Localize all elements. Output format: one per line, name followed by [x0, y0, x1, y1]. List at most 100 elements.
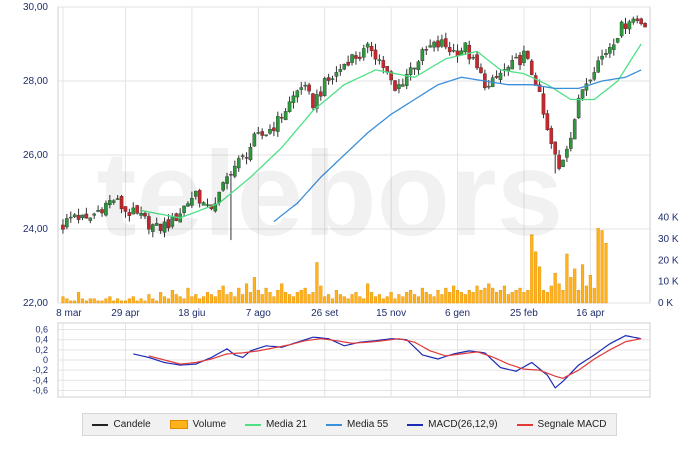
- candle-body: [561, 159, 565, 167]
- candle-body: [330, 78, 335, 80]
- volume-bar: [88, 298, 92, 304]
- volume-bar: [506, 294, 510, 304]
- candle-body: [475, 54, 479, 69]
- volume-bar: [495, 292, 499, 304]
- candle-body: [295, 90, 300, 98]
- volume-bar: [522, 292, 526, 304]
- volume-bar: [96, 300, 100, 304]
- candle-body: [80, 214, 85, 218]
- volume-bar: [498, 290, 503, 304]
- candle-body: [100, 209, 104, 214]
- candle-body: [498, 72, 503, 80]
- volume-bar: [307, 294, 311, 304]
- volume-bar: [416, 296, 421, 304]
- candle-body: [373, 49, 378, 60]
- candle-body: [276, 116, 280, 132]
- candle-body: [334, 72, 339, 77]
- volume-bar: [592, 287, 596, 304]
- volume-bar: [162, 296, 167, 304]
- volume-bar: [139, 298, 143, 304]
- volume-bar: [346, 298, 350, 304]
- candle-body: [96, 210, 100, 212]
- candle-body: [162, 221, 167, 233]
- candle-body: [346, 61, 350, 66]
- volume-bar: [131, 296, 135, 304]
- legend-item-media-55[interactable]: Media 55: [326, 419, 388, 430]
- legend-item-volume[interactable]: Volume: [169, 419, 226, 430]
- candle-body: [377, 59, 382, 61]
- candle-body: [299, 87, 304, 90]
- candle-body: [244, 157, 249, 159]
- chart-legend: Candele Volume Media 21 Media 55 MACD(26…: [82, 413, 617, 436]
- candle-body: [584, 83, 589, 91]
- volume-bar: [315, 262, 319, 304]
- legend-item-media-21[interactable]: Media 21: [244, 419, 307, 430]
- candle-body: [143, 212, 147, 217]
- legend-item-candles[interactable]: Candele: [92, 419, 151, 430]
- candle-body: [151, 224, 155, 232]
- candle-body: [529, 60, 534, 75]
- volume-bar: [291, 296, 295, 304]
- volume-bar: [264, 287, 268, 304]
- candle-body: [88, 217, 93, 221]
- volume-bar: [104, 298, 108, 304]
- candle-body: [354, 55, 358, 59]
- candle-body: [467, 44, 472, 60]
- price-tick-label: 26,00: [23, 150, 48, 161]
- volume-bar: [245, 283, 249, 304]
- candle-body: [221, 182, 225, 191]
- candle-body: [361, 48, 366, 58]
- candle-body: [549, 128, 554, 144]
- candle-body: [166, 219, 171, 229]
- macd-tick-label: -0,6: [32, 385, 48, 395]
- candle-body: [158, 223, 163, 231]
- volume-bar: [584, 285, 588, 304]
- candle-body: [401, 84, 405, 87]
- volume-bar: [463, 294, 467, 304]
- volume-bar: [510, 292, 514, 304]
- volume-bar: [475, 285, 479, 304]
- volume-bar: [452, 285, 456, 304]
- macd-tick-label: -0,2: [32, 365, 48, 375]
- volume-bar: [573, 268, 577, 304]
- volume-bar: [65, 298, 69, 304]
- candle-body: [201, 202, 206, 206]
- volume-bar: [280, 283, 284, 304]
- candle-body: [205, 204, 210, 206]
- volume-bar: [217, 290, 221, 304]
- candle-body: [588, 79, 593, 82]
- volume-bar: [491, 287, 495, 304]
- candle-body: [381, 60, 386, 68]
- volume-bar: [518, 287, 522, 304]
- x-tick-label: 8 mar: [56, 308, 82, 319]
- candle-body: [279, 117, 284, 119]
- volume-bar: [467, 290, 471, 304]
- volume-bar: [147, 294, 151, 304]
- candle-body: [365, 43, 370, 48]
- candle-body: [131, 207, 136, 215]
- volume-tick-label: 20 K: [658, 255, 679, 266]
- volume-bar: [248, 292, 253, 304]
- volume-bar: [166, 298, 170, 304]
- candle-body: [252, 133, 257, 147]
- legend-item-macd[interactable]: MACD(26,12,9): [407, 419, 498, 430]
- volume-tick-label: 30 K: [658, 234, 679, 245]
- candle-body: [600, 55, 604, 60]
- candle-body: [147, 216, 151, 230]
- volume-bar: [362, 298, 366, 304]
- candle-body: [393, 80, 397, 91]
- legend-label: Segnale MACD: [537, 419, 607, 430]
- media-21-line: [140, 43, 642, 219]
- volume-bar: [151, 298, 155, 304]
- volume-bar: [61, 296, 65, 304]
- candle-body: [479, 67, 483, 73]
- volume-bar: [350, 294, 354, 304]
- volume-bar: [444, 287, 448, 304]
- volume-bar: [561, 290, 565, 304]
- legend-item-signal[interactable]: Segnale MACD: [516, 419, 607, 430]
- volume-bar: [557, 283, 561, 304]
- candle-body: [631, 18, 636, 23]
- candle-body: [307, 84, 311, 92]
- candle-body: [436, 40, 440, 48]
